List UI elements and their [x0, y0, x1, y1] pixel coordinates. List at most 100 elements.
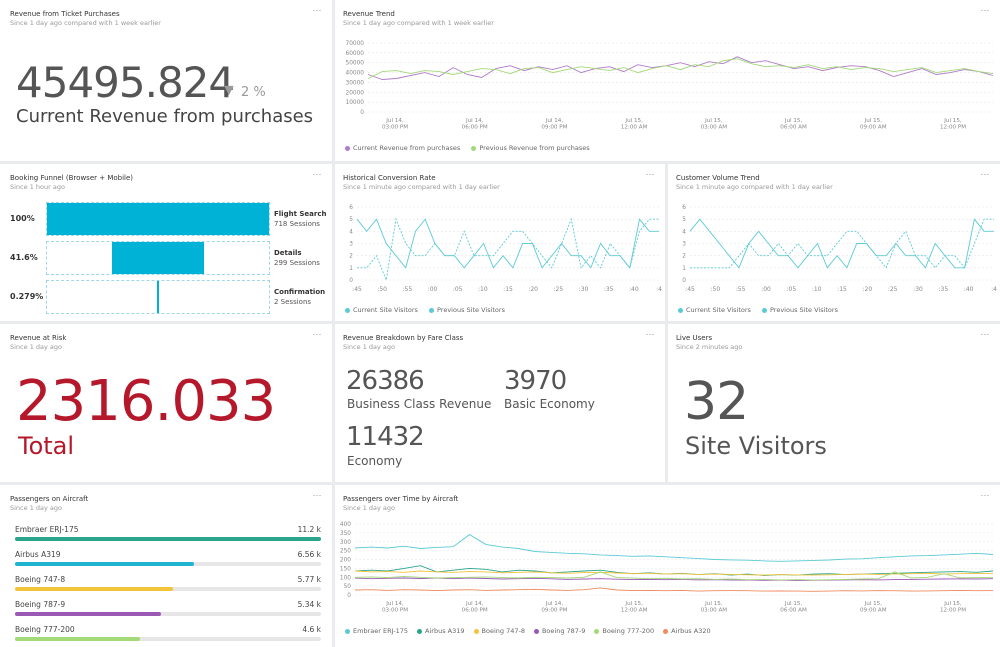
card-title: Booking Funnel (Browser + Mobile) [10, 174, 134, 182]
more-options-icon[interactable]: ⋯ [645, 329, 655, 339]
legend-item: Current Revenue from purchases [345, 144, 460, 152]
series-line-0 [689, 218, 994, 269]
x-tick-label: Jul 15, [704, 118, 723, 124]
card-title: Revenue Trend [343, 10, 395, 18]
more-options-icon[interactable]: ⋯ [645, 169, 655, 179]
x-tick-label: :35 [939, 286, 949, 293]
card-subtitle: Since 1 day ago [10, 343, 62, 351]
y-tick-label: 20000 [346, 90, 365, 96]
x-tick-label: :4 [991, 286, 997, 293]
legend-dot [471, 145, 477, 151]
more-options-icon[interactable]: ⋯ [312, 329, 322, 339]
x-tick-label: 06:00 AM [780, 125, 807, 131]
y-tick-label: 3 [682, 242, 686, 248]
more-options-icon[interactable]: ⋯ [312, 490, 322, 500]
aircraft-value: 5.34 k [297, 600, 321, 609]
x-tick-label: 12:00 AM [621, 125, 648, 131]
y-tick-label: 70000 [346, 41, 365, 47]
series-line-0 [356, 218, 659, 269]
x-tick-label: :35 [604, 286, 614, 293]
aircraft-bar-track [15, 587, 321, 591]
y-tick-label: 400 [340, 522, 351, 528]
x-tick-label: :45 [352, 286, 362, 293]
fare-basic-label: Basic Economy [504, 397, 595, 411]
card-title: Passengers over Time by Aircraft [343, 495, 459, 503]
aircraft-bar-track [15, 562, 321, 566]
y-tick-label: 4 [349, 229, 353, 235]
more-options-icon[interactable]: ⋯ [980, 169, 990, 179]
legend-item: Airbus A320 [663, 627, 711, 635]
card-subtitle: Since 1 day ago [343, 343, 395, 351]
y-tick-label: 2 [349, 254, 353, 260]
x-tick-label: :00 [761, 286, 771, 293]
more-options-icon[interactable]: ⋯ [312, 169, 322, 179]
x-tick-label: 06:00 AM [780, 608, 807, 614]
x-tick-label: 03:00 PM [382, 608, 408, 614]
funnel-stage-details[interactable] [46, 241, 270, 275]
funnel-stage-sessions: 2 Sessions [274, 298, 312, 306]
legend-dot [345, 628, 350, 634]
y-tick-label: 0 [682, 278, 686, 284]
y-tick-label: 3 [349, 242, 353, 248]
aircraft-name: Boeing 787-9 [15, 600, 66, 609]
x-tick-label: 03:00 PM [382, 125, 408, 131]
x-tick-label: :10 [812, 286, 822, 293]
card-subtitle: Since 1 day ago [343, 504, 395, 512]
live-users-card: Live Users Since 2 minutes ago ⋯ 32 Site… [668, 324, 1000, 482]
x-tick-label: Jul 14, [545, 601, 564, 607]
legend-dot [429, 307, 434, 313]
aircraft-bar-track [15, 612, 321, 616]
revenue-tickets-card: Revenue from Ticket Purchases Since 1 da… [0, 0, 332, 161]
booking-funnel-card: Booking Funnel (Browser + Mobile) Since … [0, 164, 332, 321]
legend-dot [533, 628, 539, 634]
live-users-label: Site Visitors [685, 432, 827, 460]
legend-dot [678, 307, 683, 313]
x-tick-label: :40 [964, 286, 974, 293]
risk-label: Total [18, 432, 75, 460]
x-tick-label: Jul 14, [385, 601, 404, 607]
legend-item: Previous Revenue from purchases [471, 144, 590, 152]
card-subtitle: Since 1 day ago compared with 1 week ear… [10, 19, 161, 27]
aircraft-value: 4.6 k [302, 625, 321, 634]
aircraft-value: 6.56 k [297, 550, 321, 559]
more-options-icon[interactable]: ⋯ [312, 5, 322, 15]
x-tick-label: :15 [503, 286, 513, 293]
y-tick-label: 100 [340, 575, 351, 581]
legend-dot [417, 628, 423, 634]
y-tick-label: 10000 [346, 100, 365, 106]
fare-business-label: Business Class Revenue [347, 397, 492, 411]
customer-volume-card: Customer Volume Trend Since 1 minute ago… [668, 164, 1000, 321]
revenue-value: 45495.824 [16, 58, 235, 107]
legend-dot [762, 307, 767, 313]
aircraft-bar-track [15, 637, 321, 641]
x-tick-label: 12:00 PM [940, 608, 966, 614]
x-tick-label: :20 [528, 286, 538, 293]
funnel-stage-confirmation[interactable] [46, 280, 270, 314]
more-options-icon[interactable]: ⋯ [980, 490, 990, 500]
funnel-fill [111, 242, 205, 274]
funnel-stage-search[interactable] [46, 202, 270, 236]
y-tick-label: 1 [682, 266, 686, 272]
x-tick-label: Jul 15, [864, 601, 883, 607]
y-tick-label: 6 [682, 205, 686, 211]
x-tick-label: Jul 14, [465, 601, 484, 607]
x-tick-label: 12:00 AM [621, 608, 648, 614]
aircraft-value: 5.77 k [297, 575, 321, 584]
y-tick-label: 300 [340, 540, 351, 546]
legend-item: Current Site Visitors [345, 306, 418, 314]
series-line-1 [690, 218, 994, 269]
aircraft-bar [15, 637, 141, 641]
x-tick-label: Jul 15, [943, 118, 962, 124]
delta-down-icon: ▼ [221, 82, 237, 99]
y-tick-label: 350 [340, 531, 351, 537]
legend-item: Boeing 787-9 [533, 627, 585, 635]
legend-dot [345, 145, 350, 151]
y-tick-label: 2 [682, 254, 686, 260]
more-options-icon[interactable]: ⋯ [980, 5, 990, 15]
more-options-icon[interactable]: ⋯ [980, 329, 990, 339]
series-line-1 [367, 58, 994, 79]
card-title: Historical Conversion Rate [343, 174, 436, 182]
y-tick-label: 5 [349, 217, 353, 223]
conversion-card: Historical Conversion Rate Since 1 minut… [335, 164, 665, 321]
x-tick-label: Jul 14, [545, 118, 564, 124]
